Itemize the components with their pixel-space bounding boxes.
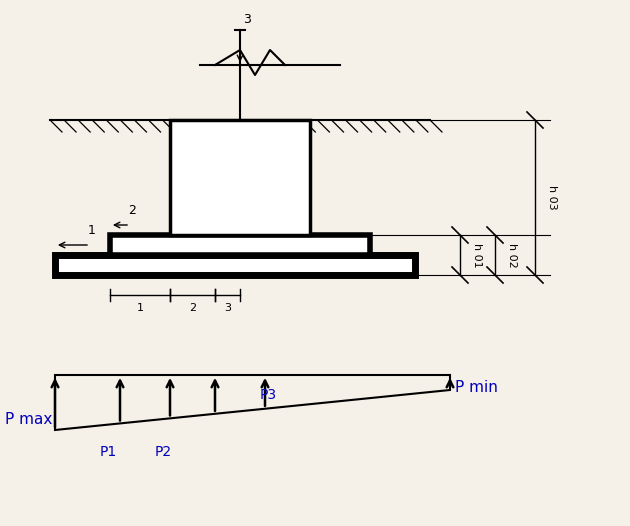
Bar (110, 235, 370, 255)
Text: 1: 1 (137, 303, 144, 313)
Text: 1: 1 (88, 224, 96, 237)
Text: 2: 2 (189, 303, 196, 313)
Text: P min: P min (455, 380, 498, 396)
Text: P1: P1 (100, 445, 117, 459)
Text: 2: 2 (128, 204, 136, 217)
Text: h 03: h 03 (547, 185, 557, 210)
Bar (170, 120, 310, 235)
Text: P2: P2 (155, 445, 172, 459)
Text: 3: 3 (224, 303, 231, 313)
Text: 3: 3 (243, 13, 251, 26)
Bar (55, 255, 415, 275)
Text: h 02: h 02 (507, 242, 517, 267)
Text: P3: P3 (260, 388, 277, 402)
Text: h 01: h 01 (472, 242, 482, 267)
Text: P max: P max (5, 412, 52, 428)
